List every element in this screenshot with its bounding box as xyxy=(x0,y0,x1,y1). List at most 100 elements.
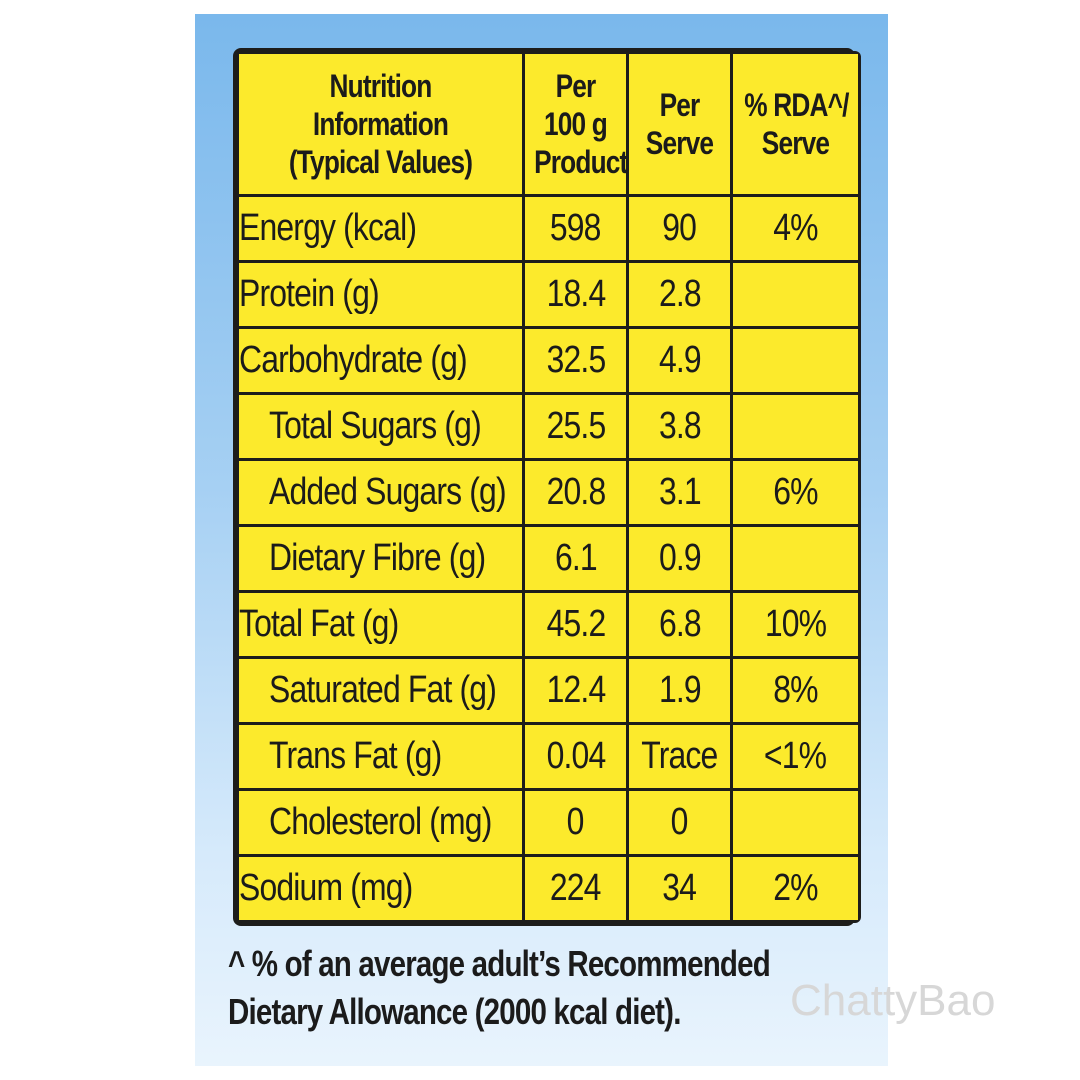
per-serve-value: 1.9 xyxy=(658,669,702,711)
rda-value-cell: 6% xyxy=(733,461,858,524)
rda-value-cell xyxy=(733,263,858,326)
per-serve-value-cell: 4.9 xyxy=(629,329,730,392)
per-100g-value-cell: 20.8 xyxy=(525,461,626,524)
rda-value: <1% xyxy=(764,735,827,777)
per-100g-value: 20.8 xyxy=(546,471,606,513)
rda-value: 4% xyxy=(773,207,818,249)
rda-value-cell xyxy=(733,329,858,392)
per-100g-value-cell: 224 xyxy=(525,857,626,920)
header-line: Product xyxy=(534,144,626,180)
per-100g-value: 25.5 xyxy=(546,405,606,447)
per-100g-value-cell: 6.1 xyxy=(525,527,626,590)
nutrient-label: Saturated Fat (g) xyxy=(269,669,497,711)
per-serve-value-cell: 3.8 xyxy=(629,395,730,458)
rda-value: 8% xyxy=(773,669,818,711)
nutrient-label-cell: Total Sugars (g) xyxy=(239,395,522,458)
footnote-line: ^ % of an average adult’s Recommended xyxy=(228,943,771,984)
per-serve-value: 4.9 xyxy=(658,339,702,381)
per-100g-value-cell: 25.5 xyxy=(525,395,626,458)
header-line: Per xyxy=(555,68,597,104)
per-100g-value: 32.5 xyxy=(546,339,606,381)
nutrient-label-cell: Protein (g) xyxy=(239,263,522,326)
per-serve-value-cell: 34 xyxy=(629,857,730,920)
header-line: 100 g xyxy=(543,106,608,142)
per-serve-value-cell: 3.1 xyxy=(629,461,730,524)
nutrient-label: Energy (kcal) xyxy=(239,207,417,249)
per-100g-value: 6.1 xyxy=(554,537,598,579)
table-row: Added Sugars (g) 20.8 3.1 6% xyxy=(239,461,858,524)
nutrient-label: Trans Fat (g) xyxy=(269,735,442,777)
table-row: Total Fat (g) 45.2 6.8 10% xyxy=(239,593,858,656)
per-serve-value-cell: 0 xyxy=(629,791,730,854)
table-header-row: Nutrition Information (Typical Values) P… xyxy=(239,54,858,194)
header-line: Per xyxy=(659,87,701,123)
rda-footnote: ^ % of an average adult’s Recommended Di… xyxy=(228,940,771,1036)
per-100g-value: 224 xyxy=(550,867,602,909)
per-serve-value: 0.9 xyxy=(658,537,702,579)
header-line: (Typical Values) xyxy=(288,144,473,180)
per-serve-value-cell: 0.9 xyxy=(629,527,730,590)
per-100g-value: 12.4 xyxy=(546,669,606,711)
header-per-serve: Per Serve xyxy=(629,54,730,194)
table-row: Trans Fat (g) 0.04 Trace <1% xyxy=(239,725,858,788)
nutrient-label: Sodium (mg) xyxy=(239,867,413,909)
per-serve-value: Trace xyxy=(641,735,718,777)
header-rda-serve: % RDA^/ Serve xyxy=(733,54,858,194)
table-row: Dietary Fibre (g) 6.1 0.9 xyxy=(239,527,858,590)
rda-value-cell: <1% xyxy=(733,725,858,788)
rda-value-cell: 4% xyxy=(733,197,858,260)
rda-value-cell: 10% xyxy=(733,593,858,656)
footnote-line: Dietary Allowance (2000 kcal diet). xyxy=(228,991,681,1032)
header-line: Nutrition xyxy=(329,68,433,104)
nutrition-table: Nutrition Information (Typical Values) P… xyxy=(236,51,861,923)
per-100g-value-cell: 598 xyxy=(525,197,626,260)
table-row: Cholesterol (mg) 0 0 xyxy=(239,791,858,854)
rda-value-cell xyxy=(733,791,858,854)
per-100g-value-cell: 0.04 xyxy=(525,725,626,788)
rda-value: 6% xyxy=(773,471,818,513)
per-100g-value-cell: 45.2 xyxy=(525,593,626,656)
nutrient-label: Dietary Fibre (g) xyxy=(269,537,486,579)
nutrient-label: Cholesterol (mg) xyxy=(269,801,492,843)
nutrient-label-cell: Dietary Fibre (g) xyxy=(239,527,522,590)
rda-value: 2% xyxy=(773,867,818,909)
header-line: Serve xyxy=(761,125,830,161)
per-serve-value: 90 xyxy=(662,207,698,249)
rda-value-cell: 8% xyxy=(733,659,858,722)
nutrient-label: Added Sugars (g) xyxy=(269,471,507,513)
header-line: Serve xyxy=(645,125,714,161)
per-serve-value-cell: 2.8 xyxy=(629,263,730,326)
rda-value-cell xyxy=(733,527,858,590)
per-serve-value-cell: 6.8 xyxy=(629,593,730,656)
header-line: % RDA^/ xyxy=(744,87,849,123)
table-row: Energy (kcal) 598 90 4% xyxy=(239,197,858,260)
per-100g-value: 0 xyxy=(567,801,585,843)
header-per-100g: Per 100 g Product xyxy=(525,54,626,194)
per-serve-value: 2.8 xyxy=(658,273,702,315)
nutrient-label: Protein (g) xyxy=(239,273,380,315)
per-100g-value-cell: 18.4 xyxy=(525,263,626,326)
table-row: Carbohydrate (g) 32.5 4.9 xyxy=(239,329,858,392)
per-serve-value: 34 xyxy=(662,867,698,909)
per-100g-value: 45.2 xyxy=(546,603,606,645)
table-row: Saturated Fat (g) 12.4 1.9 8% xyxy=(239,659,858,722)
nutrition-table-body: Energy (kcal) 598 90 4% Protein (g) 18.4 2.8 Ca… xyxy=(239,197,858,920)
rda-value-cell xyxy=(733,395,858,458)
per-serve-value-cell: 1.9 xyxy=(629,659,730,722)
per-serve-value: 3.8 xyxy=(658,405,702,447)
per-serve-value: 6.8 xyxy=(658,603,702,645)
nutrient-label-cell: Trans Fat (g) xyxy=(239,725,522,788)
nutrient-label-cell: Energy (kcal) xyxy=(239,197,522,260)
nutrient-label-cell: Added Sugars (g) xyxy=(239,461,522,524)
header-nutrition-information: Nutrition Information (Typical Values) xyxy=(239,54,522,194)
nutrition-table-frame: Nutrition Information (Typical Values) P… xyxy=(233,48,861,926)
per-100g-value: 0.04 xyxy=(546,735,606,777)
per-100g-value: 18.4 xyxy=(546,273,606,315)
nutrient-label-cell: Sodium (mg) xyxy=(239,857,522,920)
per-serve-value: 3.1 xyxy=(658,471,702,513)
per-100g-value: 598 xyxy=(550,207,602,249)
table-row: Total Sugars (g) 25.5 3.8 xyxy=(239,395,858,458)
nutrient-label-cell: Total Fat (g) xyxy=(239,593,522,656)
nutrient-label: Total Fat (g) xyxy=(239,603,399,645)
nutrient-label-cell: Carbohydrate (g) xyxy=(239,329,522,392)
